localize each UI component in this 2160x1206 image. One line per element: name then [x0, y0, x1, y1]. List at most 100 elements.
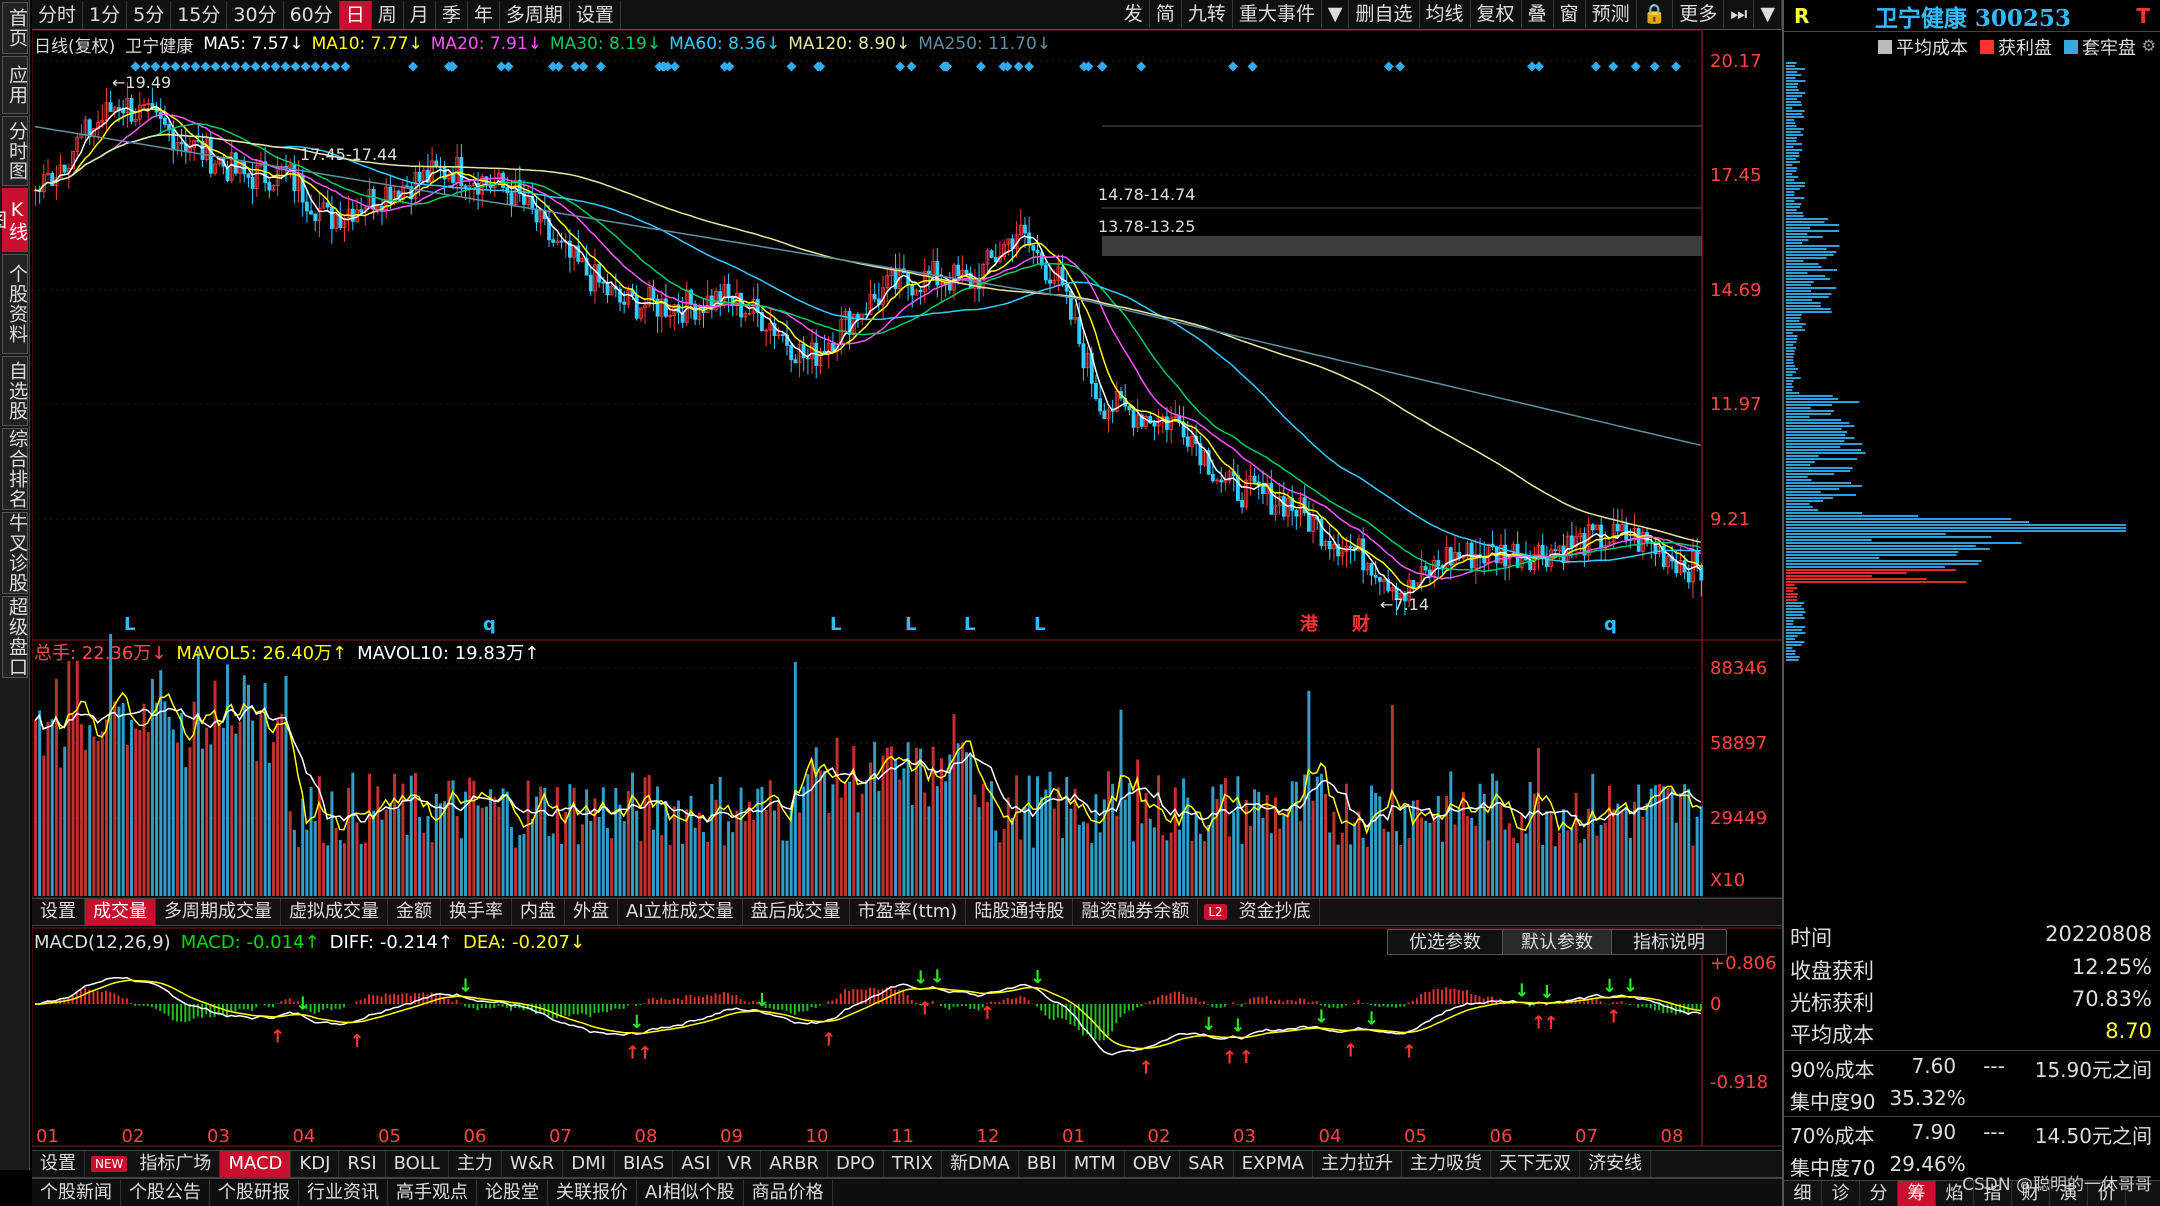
event-diamond[interactable]: [270, 61, 281, 72]
news-tab-6[interactable]: 关联报价: [548, 1179, 637, 1206]
indicator-tab-25[interactable]: 济安线: [1580, 1151, 1652, 1177]
volume-tab-3[interactable]: 虚拟成交量: [281, 899, 388, 925]
event-mark[interactable]: L: [124, 614, 135, 635]
event-mark[interactable]: q: [1604, 614, 1617, 635]
period-tab-3[interactable]: 15分: [171, 0, 228, 29]
event-diamond[interactable]: [200, 61, 211, 72]
event-diamond[interactable]: [1136, 61, 1147, 72]
r-label[interactable]: R: [1794, 3, 1810, 28]
volume-tab-14[interactable]: 资金抄底: [1231, 899, 1320, 925]
event-diamond[interactable]: [547, 61, 558, 72]
event-diamond[interactable]: [659, 61, 670, 72]
volume-tab-9[interactable]: 盘后成交量: [743, 899, 850, 925]
event-diamond[interactable]: [140, 61, 151, 72]
news-tab-2[interactable]: 个股研报: [210, 1179, 299, 1206]
event-mark[interactable]: 财: [1352, 613, 1370, 635]
event-diamond[interactable]: [1395, 61, 1406, 72]
chip-tab-7[interactable]: 演: [2050, 1181, 2088, 1206]
toolbar-tool-2[interactable]: 九转: [1182, 0, 1233, 28]
event-diamond[interactable]: [160, 61, 171, 72]
indicator-tab-9[interactable]: DMI: [563, 1151, 615, 1177]
event-diamond[interactable]: [1383, 61, 1394, 72]
volume-tab-10[interactable]: 市盈率(ttm): [850, 899, 967, 925]
event-diamond[interactable]: [260, 61, 271, 72]
macd-param-button-0[interactable]: 优选参数: [1387, 929, 1503, 955]
toolbar-tool-12[interactable]: 更多: [1673, 0, 1725, 28]
chip-tab-0[interactable]: 细: [1784, 1181, 1822, 1206]
event-diamond[interactable]: [408, 61, 419, 72]
indicator-tab-15[interactable]: TRIX: [884, 1151, 942, 1177]
event-diamond[interactable]: [998, 61, 1009, 72]
event-diamond[interactable]: [813, 61, 824, 72]
chip-tab-4[interactable]: 焰: [1936, 1181, 1974, 1206]
left-tab-7[interactable]: 牛叉诊股: [2, 512, 28, 594]
toolbar-tool-11[interactable]: 🔒: [1637, 0, 1674, 28]
volume-tab-1[interactable]: 成交量: [85, 899, 156, 925]
event-diamond[interactable]: [180, 61, 191, 72]
indicator-tab-24[interactable]: 天下无双: [1491, 1151, 1581, 1177]
news-tab-3[interactable]: 行业资讯: [299, 1179, 388, 1206]
left-tab-2[interactable]: 分时图: [2, 116, 28, 186]
indicator-tab-8[interactable]: W&R: [502, 1151, 564, 1177]
chip-tab-8[interactable]: 价: [2088, 1181, 2126, 1206]
indicator-tab-12[interactable]: VR: [719, 1151, 762, 1177]
toolbar-tool-5[interactable]: 删自选: [1349, 0, 1420, 28]
left-tab-1[interactable]: 应用: [2, 56, 28, 114]
indicator-tab-21[interactable]: EXPMA: [1234, 1151, 1314, 1177]
left-tab-3[interactable]: K线图: [0, 188, 28, 252]
period-tab-11[interactable]: 多周期: [500, 0, 570, 29]
toolbar-tool-10[interactable]: 预测: [1586, 0, 1637, 28]
indicator-tab-13[interactable]: ARBR: [761, 1151, 828, 1177]
event-diamond[interactable]: [1024, 61, 1035, 72]
macd-param-button-1[interactable]: 默认参数: [1502, 929, 1612, 955]
event-diamond[interactable]: [1649, 61, 1660, 72]
volume-tab-8[interactable]: AI立桩成交量: [618, 899, 743, 925]
event-diamond[interactable]: [150, 61, 161, 72]
chip-tab-6[interactable]: 财: [2012, 1181, 2050, 1206]
indicator-tab-17[interactable]: BBI: [1019, 1151, 1066, 1177]
event-diamond[interactable]: [340, 61, 351, 72]
news-tab-0[interactable]: 个股新闻: [32, 1179, 121, 1206]
toolbar-tool-8[interactable]: 叠: [1522, 0, 1554, 28]
indicator-tab-3[interactable]: MACD: [220, 1151, 292, 1177]
period-tab-4[interactable]: 30分: [227, 0, 284, 29]
period-tab-8[interactable]: 月: [404, 0, 436, 29]
chip-tab-5[interactable]: 指: [1974, 1181, 2012, 1206]
volume-tab-4[interactable]: 金额: [388, 899, 441, 925]
volume-tab-11[interactable]: 陆股通持股: [966, 899, 1074, 925]
event-mark[interactable]: L: [830, 614, 841, 635]
event-mark[interactable]: 港: [1300, 614, 1319, 635]
event-mark[interactable]: L: [905, 614, 916, 635]
volume-tab-5[interactable]: 换手率: [441, 899, 512, 925]
event-diamond[interactable]: [1671, 61, 1682, 72]
news-tab-5[interactable]: 论股堂: [477, 1179, 548, 1206]
period-tab-12[interactable]: 设置: [570, 0, 621, 29]
event-diamond[interactable]: [1228, 61, 1238, 72]
event-diamond[interactable]: [595, 61, 606, 72]
settings-icon[interactable]: ⚙: [2141, 36, 2156, 55]
chip-tab-1[interactable]: 诊: [1822, 1181, 1860, 1206]
toolbar-tool-7[interactable]: 复权: [1471, 0, 1522, 28]
event-diamond[interactable]: [1590, 61, 1601, 72]
indicator-tab-7[interactable]: 主力: [449, 1151, 502, 1177]
period-tab-6[interactable]: 日: [339, 0, 372, 29]
event-diamond[interactable]: [976, 61, 986, 72]
toolbar-tool-3[interactable]: 重大事件: [1233, 0, 1322, 28]
indicator-tab-0[interactable]: 设置: [32, 1151, 85, 1177]
event-diamond[interactable]: [220, 61, 231, 72]
event-diamond[interactable]: [230, 61, 241, 72]
event-diamond[interactable]: [942, 61, 953, 72]
toolbar-tool-6[interactable]: 均线: [1420, 0, 1471, 28]
indicator-tab-16[interactable]: 新DMA: [942, 1151, 1019, 1177]
news-tab-4[interactable]: 高手观点: [388, 1179, 477, 1206]
toolbar-tool-14[interactable]: ▼: [1754, 0, 1782, 28]
event-diamond[interactable]: [719, 61, 730, 72]
event-diamond[interactable]: [190, 61, 201, 72]
volume-tab-12[interactable]: 融资融券余额: [1073, 899, 1199, 925]
indicator-tab-19[interactable]: OBV: [1125, 1151, 1181, 1177]
volume-tab-7[interactable]: 外盘: [565, 899, 618, 925]
news-tab-1[interactable]: 个股公告: [121, 1179, 210, 1206]
event-diamond[interactable]: [1013, 61, 1024, 72]
event-diamond[interactable]: [1527, 61, 1537, 72]
t-label[interactable]: T: [2136, 3, 2150, 28]
